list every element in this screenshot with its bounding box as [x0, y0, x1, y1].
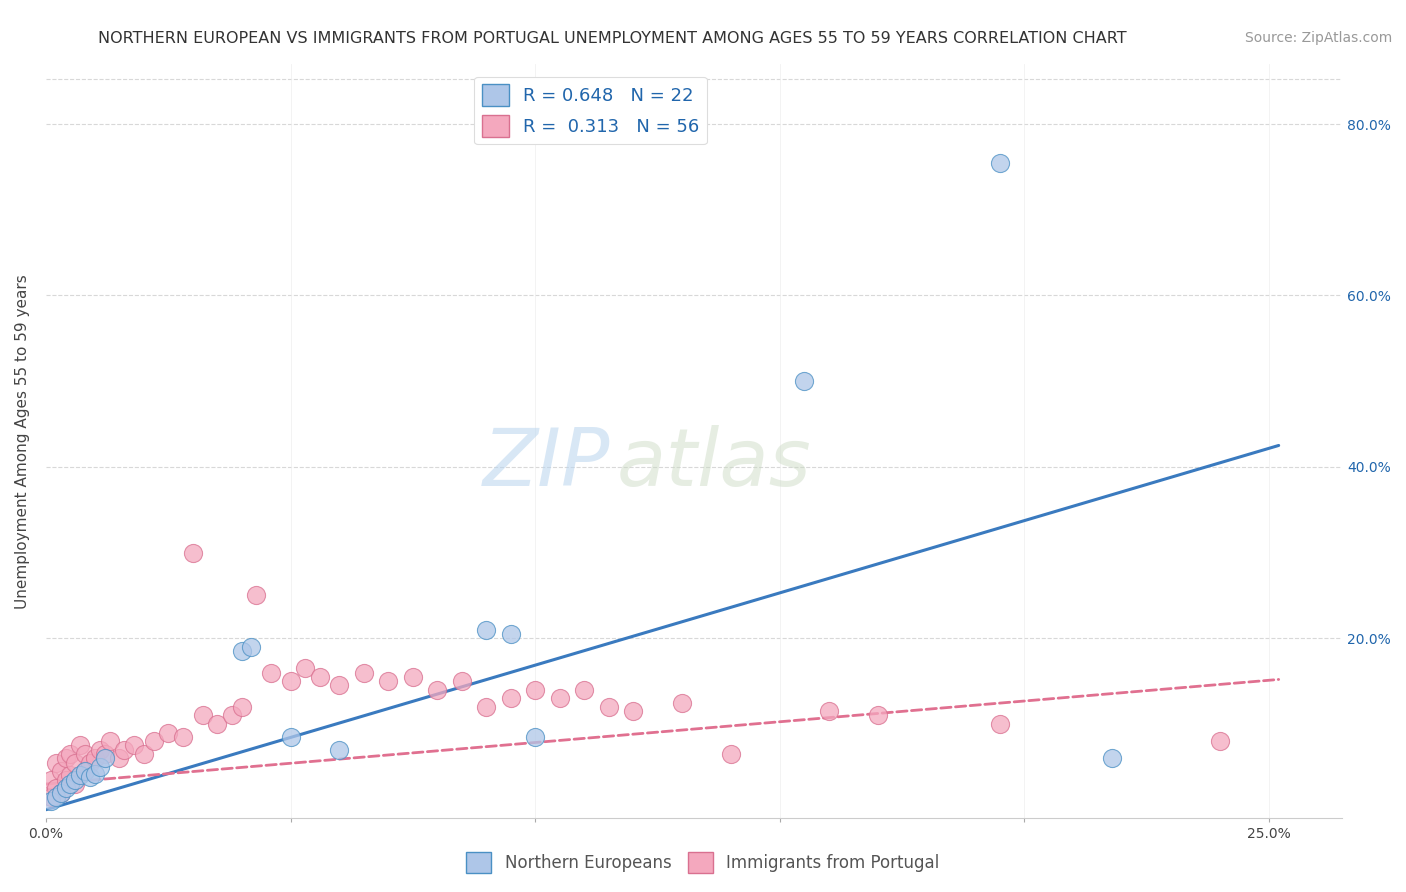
Point — [45, 789, 67, 804]
Point — [548, 691, 571, 706]
Point — [866, 708, 889, 723]
Point — [1209, 734, 1232, 748]
Point — [221, 708, 243, 723]
Point — [328, 742, 350, 756]
Point — [69, 768, 91, 782]
Point — [39, 772, 62, 787]
Point — [598, 699, 620, 714]
Point — [988, 717, 1011, 731]
Point — [108, 751, 131, 765]
Point — [280, 674, 302, 689]
Point — [79, 770, 101, 784]
Point — [280, 730, 302, 744]
Point — [475, 699, 498, 714]
Point — [39, 789, 62, 804]
Text: NORTHERN EUROPEAN VS IMMIGRANTS FROM PORTUGAL UNEMPLOYMENT AMONG AGES 55 TO 59 Y: NORTHERN EUROPEAN VS IMMIGRANTS FROM POR… — [98, 31, 1128, 46]
Point — [142, 734, 165, 748]
Point — [98, 734, 121, 748]
Point — [231, 644, 253, 658]
Point — [83, 766, 105, 780]
Point — [65, 772, 87, 787]
Point — [231, 699, 253, 714]
Point — [402, 670, 425, 684]
Point — [55, 772, 77, 787]
Point — [328, 678, 350, 692]
Point — [1101, 751, 1123, 765]
Point — [988, 155, 1011, 169]
Legend: Northern Europeans, Immigrants from Portugal: Northern Europeans, Immigrants from Port… — [460, 846, 946, 880]
Point — [69, 739, 91, 753]
Point — [75, 747, 97, 761]
Point — [475, 623, 498, 637]
Point — [426, 682, 449, 697]
Point — [122, 739, 145, 753]
Point — [93, 751, 115, 765]
Text: ZIP: ZIP — [482, 425, 610, 503]
Point — [65, 756, 87, 770]
Point — [172, 730, 194, 744]
Point — [309, 670, 332, 684]
Point — [75, 764, 97, 779]
Point — [499, 627, 522, 641]
Point — [49, 786, 72, 800]
Point — [65, 777, 87, 791]
Point — [191, 708, 214, 723]
Point — [205, 717, 228, 731]
Point — [294, 661, 316, 675]
Point — [524, 730, 547, 744]
Point — [353, 665, 375, 680]
Point — [157, 725, 180, 739]
Point — [59, 768, 82, 782]
Point — [93, 747, 115, 761]
Point — [83, 751, 105, 765]
Point — [621, 704, 644, 718]
Point — [89, 742, 111, 756]
Point — [377, 674, 399, 689]
Point — [45, 781, 67, 796]
Point — [671, 696, 693, 710]
Point — [112, 742, 135, 756]
Point — [572, 682, 595, 697]
Point — [181, 546, 204, 560]
Point — [793, 374, 815, 388]
Point — [75, 764, 97, 779]
Point — [524, 682, 547, 697]
Point — [79, 756, 101, 770]
Point — [59, 777, 82, 791]
Text: atlas: atlas — [616, 425, 811, 503]
Point — [49, 786, 72, 800]
Point — [245, 589, 267, 603]
Point — [49, 764, 72, 779]
Legend: R = 0.648   N = 22, R =  0.313   N = 56: R = 0.648 N = 22, R = 0.313 N = 56 — [474, 77, 707, 145]
Point — [39, 794, 62, 808]
Point — [260, 665, 283, 680]
Point — [499, 691, 522, 706]
Point — [59, 747, 82, 761]
Text: Source: ZipAtlas.com: Source: ZipAtlas.com — [1244, 31, 1392, 45]
Point — [132, 747, 155, 761]
Point — [55, 781, 77, 796]
Point — [450, 674, 472, 689]
Point — [240, 640, 263, 654]
Y-axis label: Unemployment Among Ages 55 to 59 years: Unemployment Among Ages 55 to 59 years — [15, 274, 30, 608]
Point — [720, 747, 742, 761]
Point — [817, 704, 839, 718]
Point — [55, 751, 77, 765]
Point — [89, 760, 111, 774]
Point — [45, 756, 67, 770]
